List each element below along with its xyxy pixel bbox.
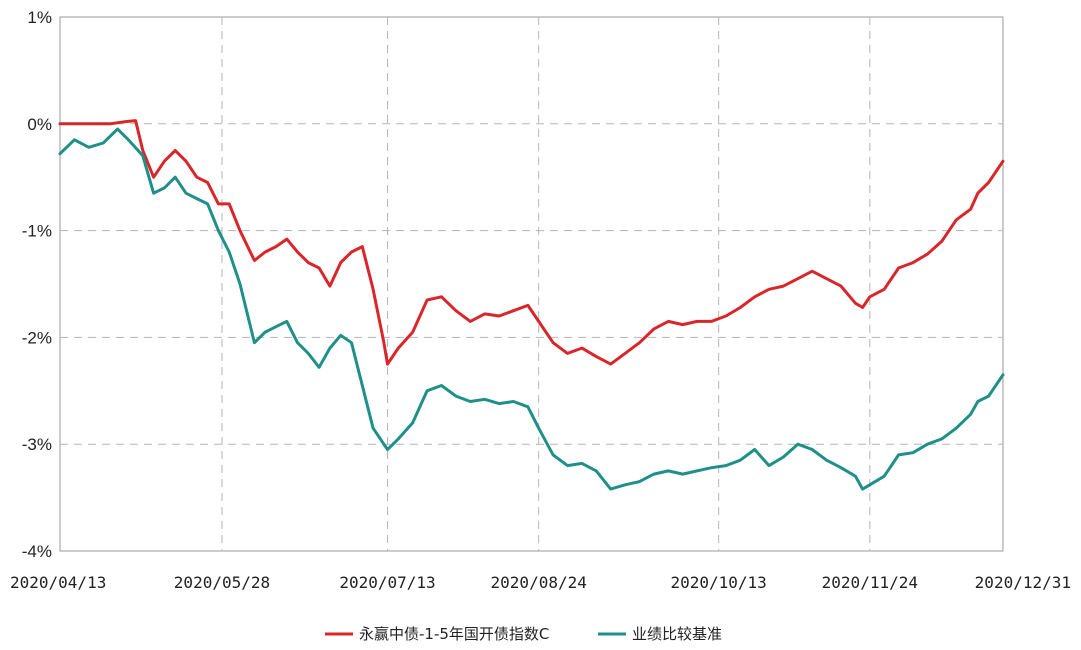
x-tick-label: 2020/05/28 — [174, 573, 270, 592]
x-tick-label: 2020/04/13 — [10, 573, 106, 592]
y-tick-label: -1% — [22, 222, 52, 241]
y-tick-label: 0% — [27, 115, 52, 134]
series-line-0 — [58, 119, 1005, 366]
series-lines — [58, 119, 1005, 491]
legend-label-1: 业绩比较基准 — [632, 625, 722, 643]
series-line-1 — [58, 127, 1005, 491]
grid-lines — [60, 17, 1003, 551]
plot-border — [59, 16, 1004, 552]
y-tick-label: -3% — [22, 435, 52, 454]
x-tick-label: 2020/08/24 — [491, 573, 587, 592]
y-tick-label: -4% — [22, 542, 52, 561]
x-tick-label: 2020/12/31 — [975, 573, 1071, 592]
x-tick-label: 2020/11/24 — [822, 573, 918, 592]
x-tick-label: 2020/07/13 — [339, 573, 435, 592]
y-axis-ticks: 1% 0% -1% -2% -3% -4% — [22, 8, 52, 561]
x-tick-label: 2020/10/13 — [670, 573, 766, 592]
y-tick-label: 1% — [27, 8, 52, 27]
legend: 永赢中债-1-5年国开债指数C 业绩比较基准 — [325, 625, 722, 643]
legend-label-0: 永赢中债-1-5年国开债指数C — [359, 625, 549, 643]
plot-frame — [59, 16, 1004, 552]
x-axis-ticks: 2020/04/13 2020/05/28 2020/07/13 2020/08/24… — [10, 573, 1071, 592]
y-tick-label: -2% — [22, 328, 52, 347]
